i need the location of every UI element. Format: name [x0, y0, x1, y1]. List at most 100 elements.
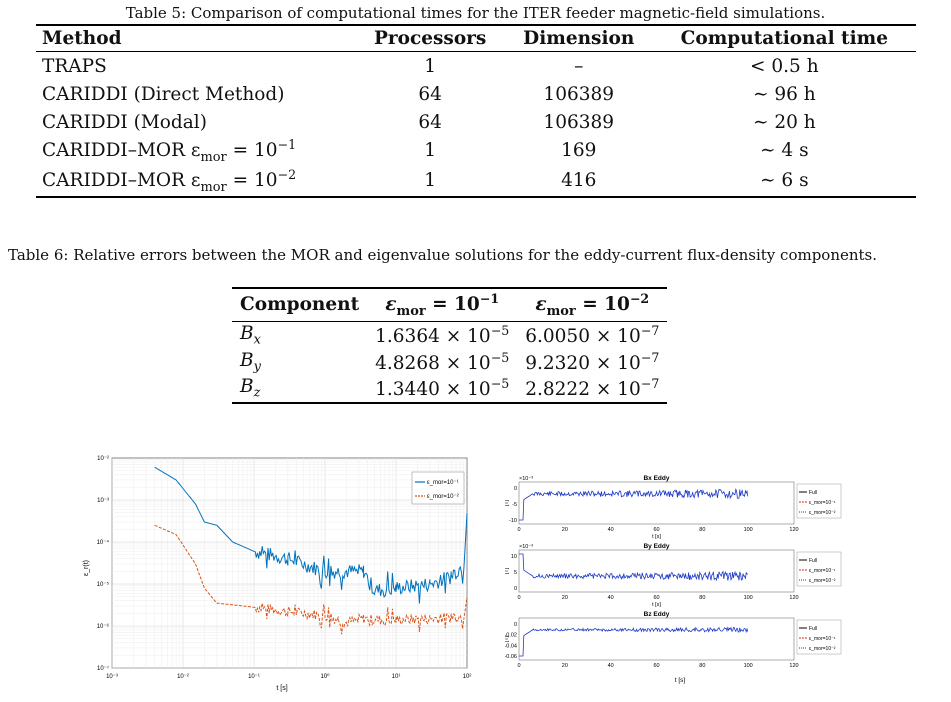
- y-tick-label: 10⁻⁵: [97, 581, 110, 588]
- legend: ε_mor=10⁻¹ ε_mor=10⁻²: [412, 472, 464, 504]
- x-tick-labels: 10⁻³10⁻²10⁻¹10⁰10¹10²: [106, 673, 471, 680]
- t5-processors: 1: [356, 136, 505, 166]
- table-row: Bz 1.3440 × 10−5 2.8222 × 10−7: [232, 375, 667, 403]
- x-tick-label: 40: [608, 595, 614, 601]
- table-row: CARIDDI–MOR εmor = 10−2 1 416 ∼ 6 s: [36, 166, 916, 197]
- legend-label: ε_mor=10⁻²: [809, 578, 836, 584]
- t5-processors: 1: [356, 52, 505, 81]
- table5-caption: Table 5: Comparison of computational tim…: [0, 4, 951, 22]
- t5-processors: 1: [356, 166, 505, 197]
- y-axis-label: ε_r(t): [83, 560, 90, 576]
- x-tick-label: 10⁰: [320, 673, 330, 680]
- y-tick-label: 10: [511, 554, 517, 560]
- t6-header-eps2: εmor = 10−2: [517, 288, 667, 321]
- y-tick-label: 10⁻⁶: [97, 623, 110, 630]
- legend-label-mor1: ε_mor=10⁻¹: [427, 480, 459, 486]
- t5-header-time: Computational time: [653, 25, 916, 52]
- x-tick-label: 0: [517, 595, 520, 601]
- x-tick-label: 20: [562, 595, 568, 601]
- y-tick-label: 10⁻²: [97, 456, 109, 462]
- x-tick-label: 60: [653, 527, 659, 533]
- panel-frame: [519, 618, 794, 660]
- t5-method: TRAPS: [36, 52, 356, 81]
- x-tick-label: 40: [608, 527, 614, 533]
- x-tick-label: 10²: [463, 674, 472, 680]
- eddy-panels: Bx Eddy×10⁻³0-5-10020406080100120[T]t [s…: [505, 470, 850, 685]
- x-tick-label: 10⁻³: [106, 674, 118, 680]
- panel-title: Bz Eddy: [644, 611, 670, 618]
- x-tick-label: 0: [517, 663, 520, 669]
- legend-label: Full: [809, 490, 817, 496]
- x-tick-label: 60: [653, 663, 659, 669]
- y-tick-label: 10⁻⁷: [97, 665, 109, 672]
- panel-legend: Full ε_mor=10⁻¹ ε_mor=10⁻²: [797, 484, 841, 518]
- t6-value-eps2: 9.2320 × 10−7: [517, 349, 667, 376]
- table-row: CARIDDI (Direct Method) 64 106389 ∼ 96 h: [36, 80, 916, 108]
- x-axis-label: t [s]: [675, 677, 686, 684]
- t5-dimension: 106389: [505, 80, 653, 108]
- legend-label: ε_mor=10⁻²: [809, 646, 836, 652]
- panel-legend: Fullε_mor=10⁻¹ε_mor=10⁻²: [797, 620, 841, 654]
- t5-time: ∼ 4 s: [653, 136, 916, 166]
- t6-header-eps1: εmor = 10−1: [367, 288, 517, 321]
- t5-header-processors: Processors: [356, 25, 505, 52]
- x-tick-label: 100: [744, 595, 753, 601]
- panel-exponent-label: ×10⁻³: [519, 544, 533, 550]
- table-row: Bx 1.6364 × 10−5 6.0050 × 10−7: [232, 321, 667, 348]
- x-tick-label: 80: [699, 595, 705, 601]
- legend-label: ε_mor=10⁻¹: [809, 500, 836, 506]
- t5-method: CARIDDI–MOR εmor = 10−1: [36, 136, 356, 166]
- t5-dimension: 416: [505, 166, 653, 197]
- t6-component: Bx: [232, 321, 367, 348]
- t6-value-eps2: 2.8222 × 10−7: [517, 375, 667, 403]
- panel-legend: Full ε_mor=10⁻¹ ε_mor=10⁻²: [797, 552, 841, 586]
- t6-header-component: Component: [232, 288, 367, 321]
- t5-dimension: –: [505, 52, 653, 81]
- x-tick-label: 10¹: [392, 674, 401, 680]
- y-tick-labels: 10⁻²10⁻³10⁻⁴10⁻⁵10⁻⁶10⁻⁷: [97, 456, 110, 672]
- x-tick-label: 20: [562, 663, 568, 669]
- x-tick-label: 40: [608, 663, 614, 669]
- t5-method: CARIDDI (Modal): [36, 108, 356, 136]
- table6-caption: Table 6: Relative errors between the MOR…: [8, 246, 943, 265]
- t5-time: ∼ 96 h: [653, 80, 916, 108]
- x-tick-label: 80: [699, 527, 705, 533]
- t5-method: CARIDDI (Direct Method): [36, 80, 356, 108]
- x-tick-label: 60: [653, 595, 659, 601]
- panel-frame: [519, 482, 794, 524]
- table5: Method Processors Dimension Computationa…: [36, 24, 916, 198]
- t6-value-eps1: 1.3440 × 10−5: [367, 375, 517, 403]
- x-axis-label: t [s]: [652, 602, 661, 608]
- t5-time: ∼ 6 s: [653, 166, 916, 197]
- table-row: TRAPS 1 – < 0.5 h: [36, 52, 916, 81]
- y-tick-label: -10: [509, 518, 517, 524]
- t5-dimension: 106389: [505, 108, 653, 136]
- y-tick-label: 10⁻³: [97, 498, 109, 504]
- y-tick-label: -0.04: [505, 643, 517, 649]
- legend-label-mor2: ε_mor=10⁻²: [427, 494, 459, 500]
- panel-title: By Eddy: [643, 543, 669, 550]
- x-axis-label: t [s]: [652, 534, 661, 540]
- t6-component: By: [232, 349, 367, 376]
- legend-label: ε_mor=10⁻²: [809, 510, 836, 516]
- x-tick-label: 20: [562, 527, 568, 533]
- legend-label: ε_mor=10⁻¹: [809, 568, 836, 574]
- y-tick-label: 5: [514, 570, 517, 576]
- eddy-panel: Bx Eddy×10⁻³0-5-10020406080100120[T]t [s…: [505, 475, 841, 540]
- y-tick-label: -5: [512, 502, 517, 508]
- t6-value-eps1: 4.8268 × 10−5: [367, 349, 517, 376]
- table-row: By 4.8268 × 10−5 9.2320 × 10−7: [232, 349, 667, 376]
- panel-title: Bx Eddy: [643, 475, 669, 482]
- x-tick-label: 10⁻²: [177, 674, 189, 680]
- panel-frame: [519, 550, 794, 592]
- x-tick-label: 120: [789, 663, 798, 669]
- t5-header-dimension: Dimension: [505, 25, 653, 52]
- t5-header-method: Method: [36, 25, 356, 52]
- x-tick-label: 120: [789, 527, 798, 533]
- t6-value-eps2: 6.0050 × 10−7: [517, 321, 667, 348]
- y-tick-label: 0: [514, 586, 517, 592]
- x-tick-label: 0: [517, 527, 520, 533]
- legend-label: Full: [809, 626, 817, 632]
- eddy-panel: Bz Eddy0-0.02-0.04-0.06020406080100120[T…: [505, 611, 841, 669]
- legend-label: Full: [809, 558, 817, 564]
